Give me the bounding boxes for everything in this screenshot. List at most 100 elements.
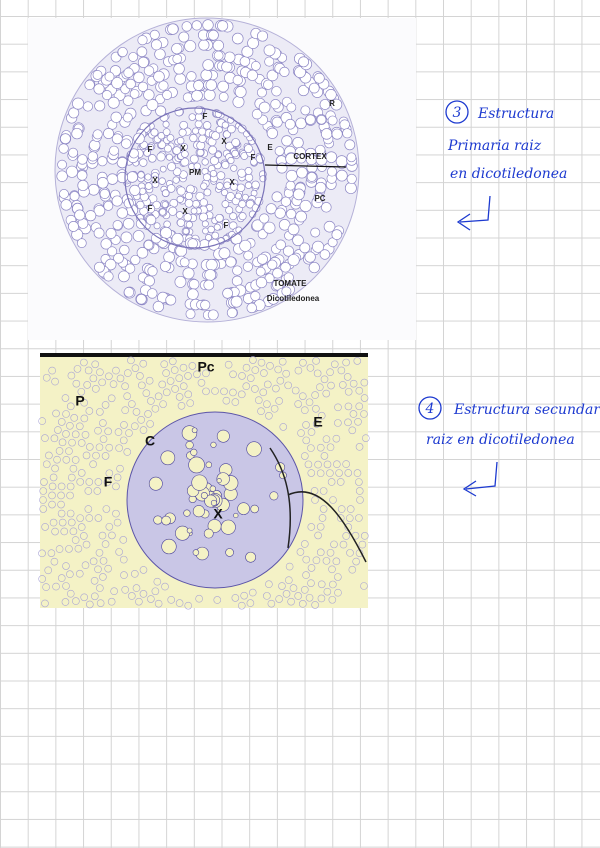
cell	[331, 229, 343, 240]
cell	[175, 374, 184, 382]
cell	[62, 410, 70, 418]
cell	[65, 447, 73, 455]
cell	[200, 182, 208, 190]
cell	[346, 549, 354, 557]
vessel	[250, 504, 259, 514]
cell	[135, 293, 147, 305]
cell	[239, 56, 251, 67]
cell	[308, 82, 320, 94]
cell	[232, 265, 243, 276]
note: 3 Estructura Primaria raiz en dicotiledo…	[418, 100, 600, 497]
cell	[151, 404, 160, 413]
cell	[184, 198, 194, 208]
figure-label: F	[148, 145, 153, 154]
cell	[182, 267, 195, 280]
cell	[48, 491, 56, 500]
vessel	[175, 525, 190, 541]
cell	[116, 464, 124, 473]
cell	[81, 561, 90, 570]
cell	[205, 79, 218, 91]
cell	[92, 129, 103, 140]
cell	[96, 599, 105, 607]
cell	[96, 584, 104, 592]
cell	[334, 419, 342, 427]
cell	[294, 400, 302, 408]
cell	[259, 213, 270, 224]
cell	[360, 378, 369, 387]
cell	[275, 239, 286, 251]
cell	[116, 171, 128, 184]
cell	[276, 376, 285, 385]
cell	[311, 496, 319, 504]
cell	[312, 404, 320, 413]
cell	[61, 598, 70, 606]
cell	[348, 565, 357, 574]
cell	[360, 532, 369, 540]
cell	[237, 601, 246, 610]
cell	[124, 369, 132, 377]
cell	[192, 127, 200, 135]
cell	[342, 460, 350, 468]
cell	[331, 128, 343, 140]
cell	[111, 77, 124, 90]
cell	[105, 469, 114, 478]
cell	[225, 206, 234, 215]
cell	[251, 108, 263, 120]
cell	[231, 398, 240, 406]
cell	[193, 162, 201, 170]
cell	[67, 371, 76, 380]
cell	[62, 455, 71, 464]
cell	[112, 509, 120, 518]
cell	[57, 491, 65, 500]
cell	[146, 98, 159, 111]
cell	[244, 167, 253, 175]
cell	[301, 540, 309, 548]
cell	[86, 600, 94, 609]
cell	[159, 260, 171, 272]
cell	[192, 200, 200, 208]
cell	[112, 482, 120, 491]
number-circle	[445, 100, 469, 124]
cell	[209, 156, 219, 166]
cell	[316, 114, 327, 125]
cell	[184, 372, 192, 380]
cell	[344, 139, 356, 151]
cell	[332, 434, 341, 443]
cell	[320, 452, 329, 460]
vessel	[210, 441, 217, 448]
cell	[66, 491, 74, 500]
cell	[263, 44, 276, 57]
cell	[246, 302, 257, 314]
cell	[238, 212, 247, 221]
cell	[274, 365, 283, 374]
cell	[313, 192, 324, 203]
cell	[77, 439, 86, 447]
cell	[336, 514, 345, 522]
cell	[217, 20, 229, 32]
cell	[67, 473, 76, 482]
figure-label: P	[75, 393, 84, 409]
cell	[197, 378, 206, 387]
cell	[344, 387, 353, 396]
vessel	[186, 527, 193, 534]
cell	[307, 444, 315, 452]
cell	[185, 221, 193, 229]
cell	[41, 434, 49, 442]
note-line: Estructura	[477, 106, 554, 122]
cell	[188, 113, 197, 121]
cell	[182, 92, 194, 103]
cell	[71, 127, 83, 140]
cell	[57, 418, 66, 426]
cell	[176, 186, 186, 196]
cell	[168, 357, 177, 366]
cell	[255, 276, 268, 289]
cell	[218, 92, 229, 102]
cell	[174, 73, 187, 85]
cell	[101, 401, 110, 409]
scale-bar	[40, 353, 368, 357]
cell	[136, 372, 144, 380]
cell	[99, 188, 110, 199]
figure-label: E	[313, 414, 322, 430]
cell	[284, 118, 296, 130]
cell	[116, 374, 125, 383]
